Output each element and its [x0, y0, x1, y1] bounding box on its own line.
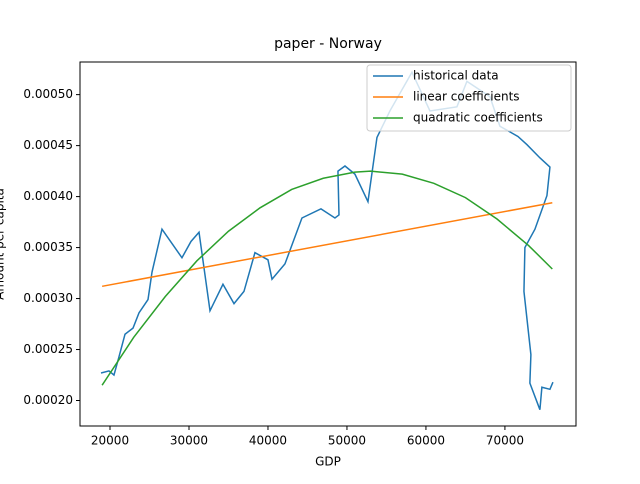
y-axis-label: Amount per capita	[0, 188, 7, 300]
x-tick-label: 20000	[91, 434, 129, 448]
x-tick-label: 40000	[249, 434, 287, 448]
y-tick-label: 0.00020	[23, 393, 73, 407]
y-tick-label: 0.00050	[23, 87, 73, 101]
x-tick-label: 60000	[407, 434, 445, 448]
y-tick-label: 0.00040	[23, 189, 73, 203]
chart-title: paper - Norway	[274, 36, 382, 52]
data-line	[101, 170, 553, 386]
legend-box	[366, 64, 572, 132]
y-tick-label: 0.00030	[23, 291, 73, 305]
x-tick-label: 50000	[328, 434, 366, 448]
x-tick-label: 30000	[170, 434, 208, 448]
y-tick-label: 0.00035	[23, 240, 73, 254]
legend-label: linear coefficients	[413, 90, 520, 104]
x-tick-label: 70000	[486, 434, 524, 448]
y-tick-label: 0.00045	[23, 138, 73, 152]
y-tick-label: 0.00025	[23, 342, 73, 356]
legend-label: historical data	[413, 69, 499, 83]
data-line	[101, 201, 553, 288]
x-axis-label: GDP	[315, 455, 341, 469]
legend-label: quadratic coefficients	[413, 111, 543, 125]
data-line	[100, 70, 554, 410]
axes-frame	[79, 61, 577, 427]
